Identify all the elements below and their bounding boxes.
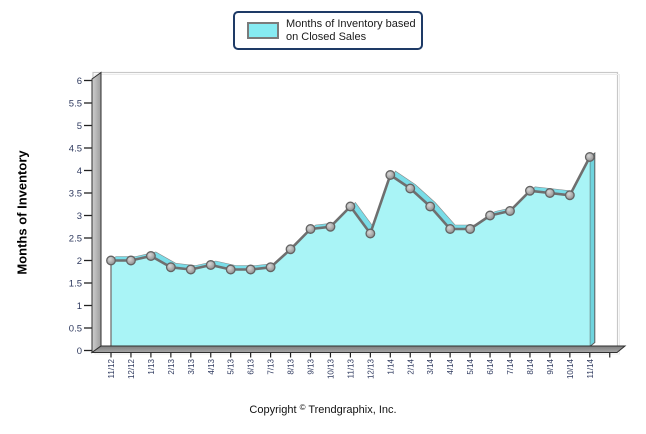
copyright-company: Trendgraphix, Inc. — [308, 404, 397, 416]
y-axis-tick-label: 5.5 — [69, 99, 82, 110]
copyright-word: Copyright — [249, 404, 297, 416]
legend-label: Months of Inventory based on Closed Sale… — [286, 18, 416, 44]
x-axis-tick-label: 8/14 — [526, 358, 535, 374]
x-axis-tick-label: 11/12 — [107, 358, 116, 378]
x-axis-tick-label: 10/14 — [566, 358, 575, 379]
x-axis-tick-label: 3/14 — [426, 358, 435, 374]
y-axis-tick-label: 1.5 — [69, 279, 82, 290]
data-point-marker — [365, 228, 376, 239]
data-point-marker — [285, 244, 296, 255]
legend-label-line2: on Closed Sales — [286, 30, 367, 43]
area-series — [106, 151, 596, 348]
data-point-marker — [325, 221, 336, 232]
data-point-marker — [345, 201, 356, 212]
data-point-marker — [564, 190, 575, 201]
data-point-marker — [305, 224, 316, 234]
x-axis-tick-label: 8/13 — [287, 358, 296, 374]
legend-label-line1: Months of Inventory based — [286, 17, 416, 30]
data-point-marker — [125, 255, 136, 266]
x-axis-tick-label: 6/13 — [247, 358, 256, 374]
copyright-text: Copyright © Trendgraphix, Inc. — [0, 403, 646, 416]
data-point-marker — [525, 185, 535, 196]
x-axis-tick-label: 7/14 — [506, 358, 515, 374]
data-point-marker — [385, 170, 396, 180]
x-axis-tick-label: 1/14 — [386, 358, 395, 374]
legend-swatch — [247, 22, 279, 39]
y-axis-tick-label: 1 — [77, 301, 82, 312]
x-axis-tick-label: 12/12 — [127, 358, 136, 379]
data-point-marker — [505, 206, 515, 216]
x-axis-tick-label: 5/13 — [227, 358, 236, 374]
inventory-area-chart: 0 0.5 1 1.5 2 2.5 3 3.5 4 4.5 5 5.5 6 11/12 12/12 1/13 2… — [69, 71, 627, 379]
x-axis-tick-label: 3/13 — [187, 358, 196, 374]
axis-3d-wall — [91, 71, 102, 354]
y-axis-tick-label: 3 — [77, 211, 82, 222]
y-axis-tick-label: 2 — [77, 256, 82, 267]
data-point-marker — [106, 255, 116, 266]
x-axis-tick-label: 1/13 — [147, 358, 156, 374]
y-axis-tick-label: 4 — [77, 166, 82, 177]
data-point-marker — [145, 251, 156, 261]
data-point-marker — [584, 152, 595, 162]
data-point-marker — [225, 264, 236, 275]
y-axis-tick-label: 2.5 — [69, 234, 82, 245]
y-axis-tick-label: 3.5 — [69, 189, 82, 200]
y-axis-tick-label: 6 — [77, 76, 82, 87]
x-axis-tick-label: 10/13 — [326, 358, 335, 379]
data-point-marker — [405, 183, 416, 194]
x-axis-tick-label: 5/14 — [466, 358, 475, 374]
x-axis-tick-label: 4/13 — [207, 358, 216, 374]
area-fill — [111, 157, 590, 347]
x-axis-tick-label: 11/13 — [346, 358, 355, 378]
x-axis-tick-label: 12/13 — [366, 358, 375, 379]
area-3d-end-cap — [589, 151, 596, 348]
axis-3d-floor — [90, 345, 627, 353]
x-axis-tick-label: 4/14 — [446, 358, 455, 374]
data-point-marker — [465, 224, 476, 234]
x-axis-tick-label: 6/14 — [486, 358, 495, 374]
copyright-symbol: © — [299, 403, 306, 412]
y-axis-tick-label: 4.5 — [69, 144, 82, 155]
x-axis-tick-label: 7/13 — [267, 358, 276, 374]
data-point-marker — [485, 210, 496, 221]
data-point-marker — [265, 262, 276, 273]
data-point-marker — [185, 264, 196, 275]
data-point-marker — [425, 201, 436, 212]
x-axis-tick-label: 2/13 — [167, 358, 176, 374]
data-point-marker — [245, 264, 256, 275]
y-axis-tick-label: 0 — [77, 346, 82, 357]
x-axis-tick-label: 9/14 — [546, 358, 555, 374]
data-point-marker — [544, 188, 555, 198]
axes — [84, 79, 611, 358]
data-point-marker — [445, 224, 456, 234]
axis-labels: 0 0.5 1 1.5 2 2.5 3 3.5 4 4.5 5 5.5 6 11/12 12/12 1/13 2… — [69, 76, 595, 379]
y-axis-tick-label: 5 — [77, 121, 82, 132]
x-axis-tick-label: 9/13 — [307, 358, 316, 374]
x-axis-tick-label: 11/14 — [586, 358, 595, 378]
y-axis-tick-label: 0.5 — [69, 324, 82, 335]
x-axis-tick-label: 2/14 — [406, 358, 415, 374]
data-point-marker — [205, 260, 216, 270]
legend: Months of Inventory based on Closed Sale… — [233, 11, 423, 50]
data-point-marker — [165, 262, 176, 273]
